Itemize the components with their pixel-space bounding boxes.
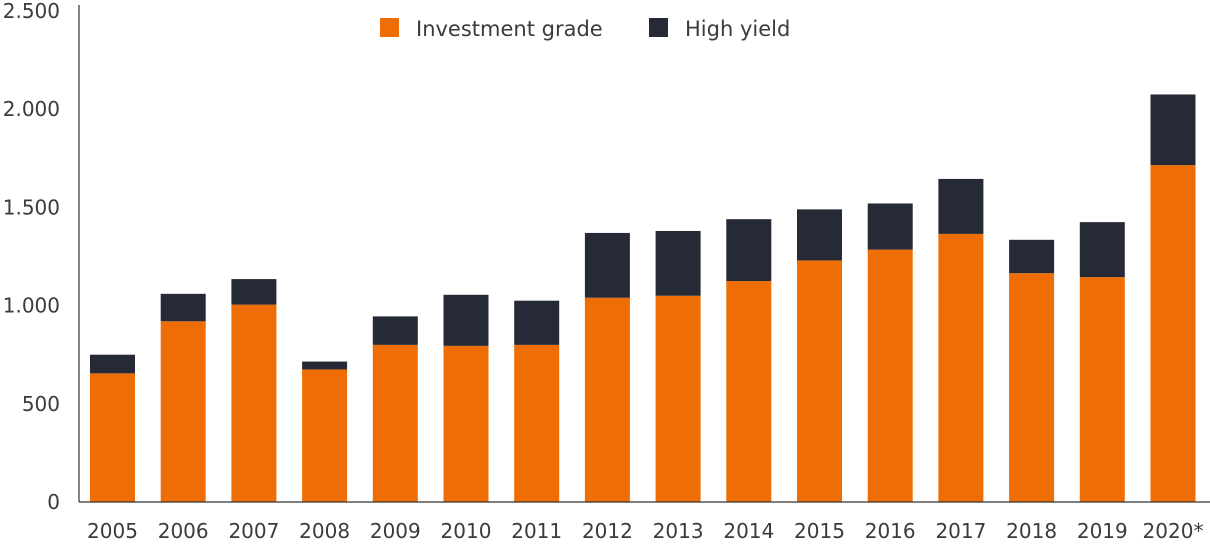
bar-investment-grade-2020 (1150, 165, 1196, 502)
bar-investment-grade-2008 (302, 369, 348, 502)
bar-investment-grade-2015 (797, 260, 842, 502)
bar-investment-grade-2013 (655, 295, 701, 502)
x-tick-label: 2016 (865, 519, 916, 543)
x-tick-label: 2008 (299, 519, 350, 543)
y-tick-label: 2.500 (3, 0, 60, 23)
bar-high-yield-2015 (797, 209, 842, 261)
bar-high-yield-2014 (726, 219, 772, 282)
bar-high-yield-2019 (1079, 222, 1125, 278)
x-tick-label: 2013 (653, 519, 704, 543)
legend-label-investment-grade: Investment grade (416, 17, 603, 41)
bar-investment-grade-2014 (726, 281, 772, 502)
x-tick-label: 2009 (370, 519, 421, 543)
bar-high-yield-2010 (443, 294, 489, 346)
x-tick-label: 2007 (228, 519, 279, 543)
y-tick-label: 1.500 (3, 195, 60, 219)
x-axis: 2005 2006 2007 2008 2009 2010 2011 2012 2013 2014… (79, 501, 1210, 543)
x-tick-label: 2005 (87, 519, 138, 543)
bar-high-yield-2006 (160, 293, 206, 322)
bar-investment-grade-2018 (1009, 273, 1055, 502)
bar-high-yield-2011 (514, 300, 560, 345)
y-tick-label: 500 (22, 392, 60, 416)
y-tick-label: 0 (47, 490, 60, 514)
bar-investment-grade-2012 (584, 297, 630, 502)
x-tick-label: 2010 (441, 519, 492, 543)
x-tick-label: 2017 (935, 519, 986, 543)
bar-investment-grade-2007 (231, 304, 277, 502)
bar-high-yield-2007 (231, 279, 277, 305)
bar-investment-grade-2005 (90, 373, 135, 502)
y-tick-label: 1.000 (3, 294, 60, 318)
x-tick-label: 2012 (582, 519, 633, 543)
bar-high-yield-2005 (90, 354, 135, 374)
bar-investment-grade-2011 (514, 344, 560, 502)
bar-investment-grade-2016 (867, 249, 913, 502)
x-tick-label: 2020* (1143, 519, 1204, 543)
bar-high-yield-2018 (1009, 239, 1055, 274)
legend-swatch-investment-grade (380, 18, 399, 37)
x-tick-label: 2019 (1077, 519, 1128, 543)
y-axis: 0 500 1.000 1.500 2.000 2.500 (3, 0, 80, 514)
bar-high-yield-2008 (302, 361, 348, 370)
x-tick-label: 2018 (1006, 519, 1057, 543)
bar-high-yield-2016 (867, 203, 913, 250)
y-tick-label: 2.000 (3, 97, 60, 121)
bar-investment-grade-2009 (372, 344, 418, 502)
legend-swatch-high-yield (649, 18, 668, 37)
bar-investment-grade-2019 (1079, 277, 1125, 502)
bar-investment-grade-2010 (443, 345, 489, 502)
bar-high-yield-2013 (655, 230, 701, 296)
bar-high-yield-2012 (584, 232, 630, 298)
x-tick-label: 2014 (723, 519, 774, 543)
bar-investment-grade-2006 (160, 321, 206, 502)
bar-investment-grade-2017 (938, 233, 984, 502)
bars (90, 94, 1196, 502)
bar-high-yield-2020 (1150, 94, 1196, 166)
bar-high-yield-2017 (938, 178, 984, 234)
legend-label-high-yield: High yield (685, 17, 790, 41)
x-tick-label: 2015 (794, 519, 845, 543)
bar-high-yield-2009 (372, 316, 418, 345)
x-tick-label: 2011 (511, 519, 562, 543)
legend: Investment grade High yield (380, 17, 790, 41)
x-tick-label: 2006 (158, 519, 209, 543)
